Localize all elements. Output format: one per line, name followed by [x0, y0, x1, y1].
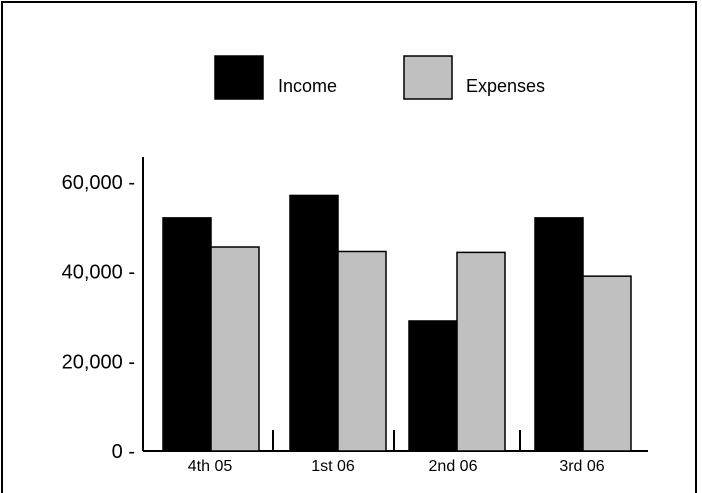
- x-tick-label: 3rd 06: [559, 458, 604, 475]
- bar-income-1: [289, 194, 339, 452]
- legend-swatch-income: [214, 55, 264, 100]
- legend: Income Expenses: [214, 55, 545, 100]
- legend-swatch-expenses: [403, 55, 453, 100]
- y-tick-label: 60,000 -: [62, 172, 135, 194]
- bar-income-2: [408, 320, 458, 452]
- labels: 0 - 20,000 - 40,000 - 60,000 - 4th 05 1st 06 2…: [62, 172, 605, 475]
- x-tick-label: 1st 06: [311, 458, 355, 475]
- x-tick-label: 4th 05: [188, 458, 233, 475]
- bar-expenses-3: [582, 275, 632, 452]
- bars: [162, 194, 632, 452]
- legend-label-expenses: Expenses: [466, 76, 545, 96]
- bar-income-0: [162, 217, 212, 452]
- y-tick-label: 40,000 -: [62, 262, 135, 284]
- bar-expenses-1: [337, 250, 387, 452]
- y-tick-label: 0 -: [112, 441, 135, 463]
- legend-label-income: Income: [278, 76, 337, 96]
- y-tick-label: 20,000 -: [62, 351, 135, 373]
- bar-income-3: [534, 217, 584, 452]
- x-tick-label: 2nd 06: [429, 458, 478, 475]
- bar-expenses-2: [456, 251, 506, 452]
- bar-expenses-0: [210, 246, 260, 452]
